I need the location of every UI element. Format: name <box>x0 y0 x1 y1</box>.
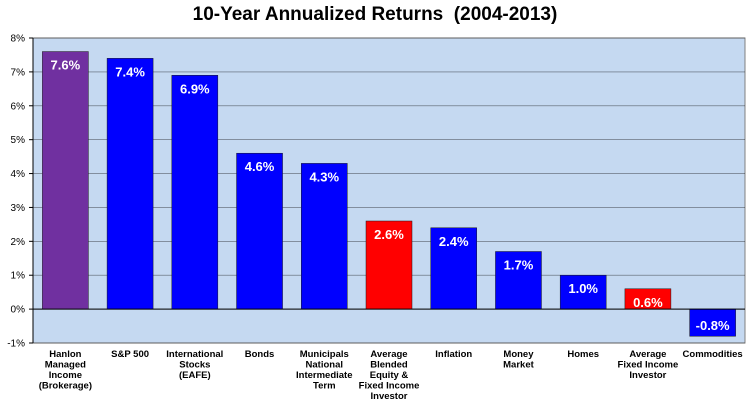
category-label: Term <box>313 381 336 392</box>
data-label: 1.0% <box>568 281 598 296</box>
y-tick-label: 1% <box>11 271 26 282</box>
bar <box>42 51 89 310</box>
category-label: Average <box>629 349 666 360</box>
category-label: Hanlon <box>49 349 81 360</box>
category-label: Average <box>370 349 407 360</box>
y-tick-label: 3% <box>11 203 26 214</box>
chart-title: 10-Year Annualized Returns (2004-2013) <box>192 4 558 25</box>
data-label: 2.6% <box>374 227 404 242</box>
bar <box>106 58 154 310</box>
category-label: S&P 500 <box>111 349 149 360</box>
category-label: International <box>166 349 223 360</box>
category-label: (Brokerage) <box>39 381 92 392</box>
category-label: Commodities <box>683 349 743 360</box>
category-label: National <box>306 360 343 371</box>
category-label: Investor <box>629 370 666 381</box>
y-tick-label: 6% <box>11 101 26 112</box>
y-tick-label: 7% <box>11 67 26 78</box>
category-label: Homes <box>567 349 599 360</box>
data-label: 6.9% <box>180 81 210 96</box>
data-label: 7.4% <box>115 64 145 79</box>
y-tick-label: 0% <box>11 305 26 316</box>
y-tick-label: -1% <box>7 339 25 350</box>
category-label: Blended <box>370 360 408 371</box>
category-label: Stocks <box>179 360 210 371</box>
bar <box>236 152 283 310</box>
data-label: 2.4% <box>439 234 469 249</box>
category-label: Investor <box>371 391 408 401</box>
category-label: (EAFE) <box>179 370 211 381</box>
data-label: 1.7% <box>504 258 534 273</box>
y-tick-label: 5% <box>11 135 26 146</box>
bar <box>301 163 348 310</box>
category-label: Managed <box>45 360 86 371</box>
category-label: Municipals <box>300 349 349 360</box>
category-label: Equity & <box>370 370 409 381</box>
bar <box>559 274 607 310</box>
bar <box>171 75 219 310</box>
category-label: Market <box>503 360 534 371</box>
y-tick-label: 2% <box>11 237 26 248</box>
data-label: 0.6% <box>633 295 663 310</box>
category-label: Intermediate <box>296 370 353 381</box>
y-tick-label: 4% <box>11 169 26 180</box>
category-label: Bonds <box>245 349 275 360</box>
data-label: -0.8% <box>696 318 730 333</box>
category-label: Fixed Income <box>618 360 679 371</box>
bar <box>365 220 413 310</box>
category-label: Money <box>503 349 534 360</box>
category-label: Fixed Income <box>359 381 420 392</box>
data-label: 7.6% <box>51 58 81 73</box>
bar <box>430 227 477 310</box>
category-label: Income <box>49 370 82 381</box>
category-label: Inflation <box>435 349 472 360</box>
y-tick-label: 8% <box>11 34 26 45</box>
data-label: 4.6% <box>245 159 275 174</box>
data-label: 4.3% <box>309 169 339 184</box>
